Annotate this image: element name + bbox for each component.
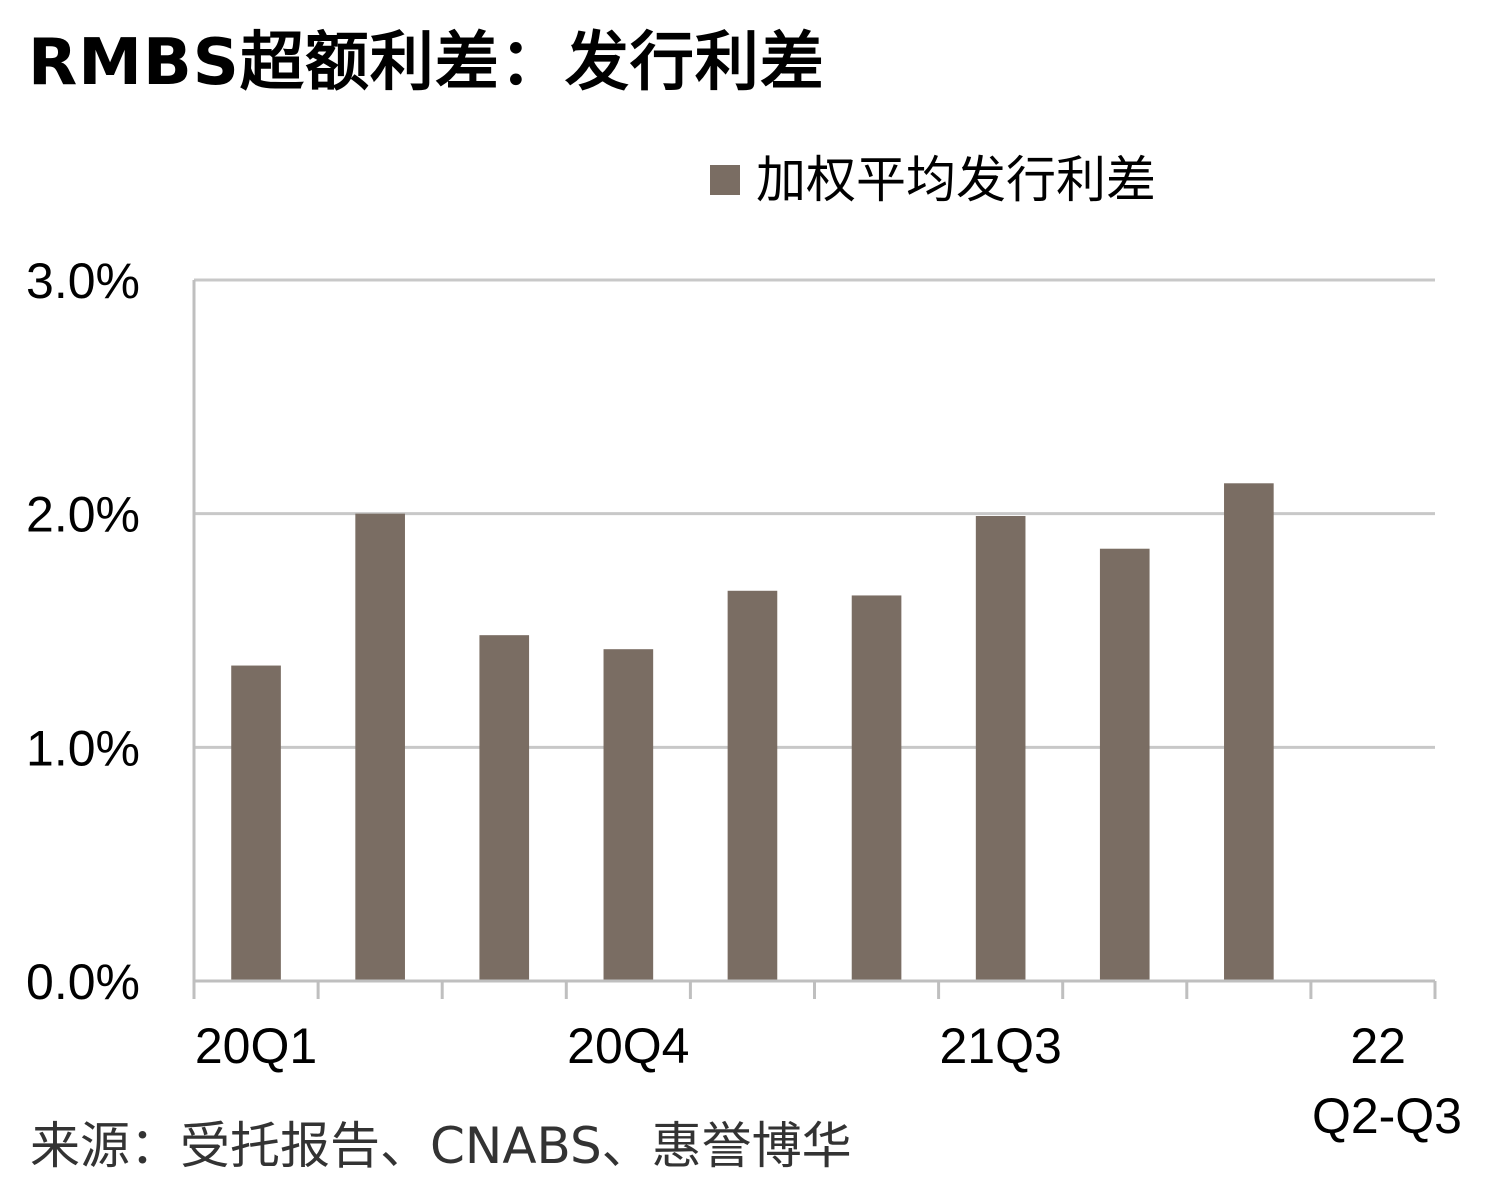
- bar: [1224, 483, 1274, 981]
- y-axis-tick-labels: 0.0% 1.0% 2.0% 3.0%: [26, 253, 140, 1010]
- legend: 加权平均发行利差: [710, 140, 1156, 220]
- chart-title: RMBS超额利差：发行利差: [28, 26, 825, 100]
- x-tick-label: 21Q3: [939, 1018, 1061, 1074]
- y-tick-label: 2.0%: [26, 487, 140, 543]
- y-tick-label: 0.0%: [26, 954, 140, 1010]
- legend-swatch: [710, 165, 740, 195]
- x-tick-label: 22: [1350, 1018, 1406, 1074]
- y-tick-label: 3.0%: [26, 253, 140, 309]
- bar: [355, 513, 405, 981]
- source-note: 来源：受托报告、CNABS、惠誉博华: [30, 1117, 852, 1175]
- x-axis: [192, 979, 1437, 999]
- bars: [231, 483, 1274, 981]
- x-tick-label: 20Q4: [567, 1018, 689, 1074]
- x-axis-tick-labels: 20Q1 20Q4 21Q3 22 Q2-Q3: [195, 1018, 1462, 1144]
- bar: [975, 516, 1026, 981]
- bar: [1099, 548, 1150, 981]
- bar: [479, 635, 530, 981]
- y-tick-label: 1.0%: [26, 720, 140, 776]
- x-tick-label: 20Q1: [195, 1018, 317, 1074]
- bar: [727, 590, 778, 981]
- x-tick-label: Q2-Q3: [1312, 1088, 1462, 1144]
- bar: [851, 595, 902, 981]
- bar: [231, 665, 281, 981]
- legend-label: 加权平均发行利差: [756, 151, 1156, 209]
- bar: [603, 649, 654, 981]
